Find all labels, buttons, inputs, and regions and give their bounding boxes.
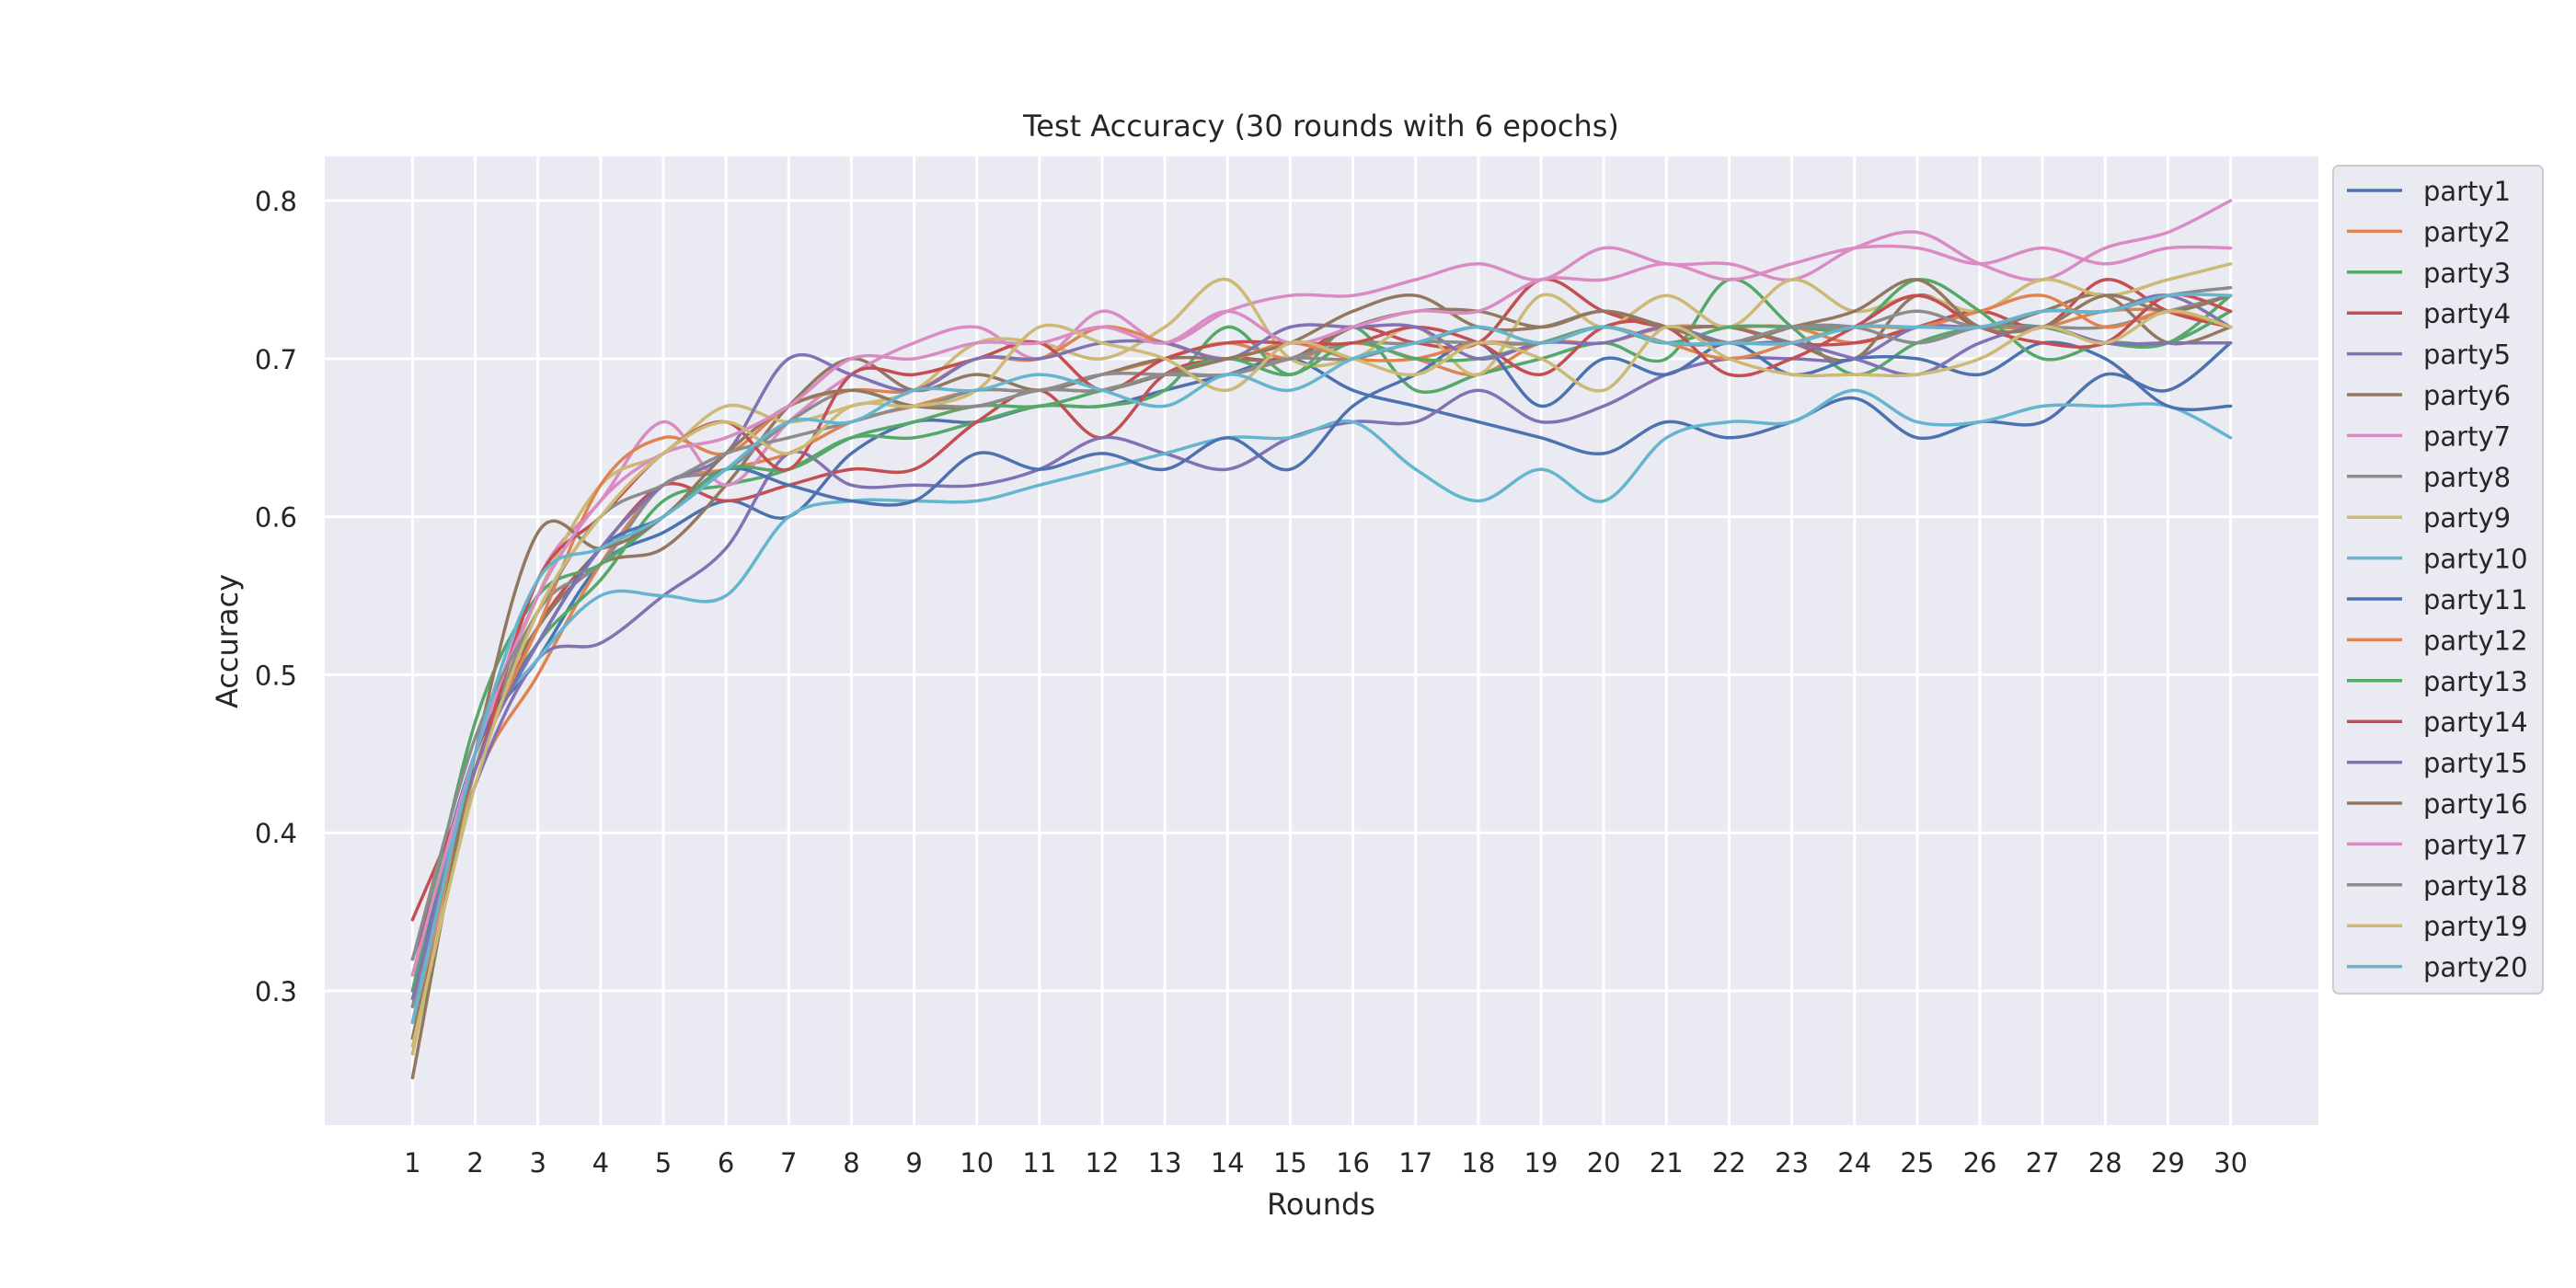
y-tick-label: 0.5 [255, 660, 297, 691]
x-tick-label: 19 [1524, 1147, 1558, 1179]
legend-frame [2332, 165, 2544, 995]
legend-label-party4: party4 [2423, 298, 2511, 329]
legend-label-party2: party2 [2423, 216, 2511, 247]
x-axis-label: Rounds [1267, 1187, 1375, 1222]
x-tick-label: 14 [1211, 1147, 1245, 1179]
y-tick-labels: 0.3 0.4 0.5 0.6 0.7 0.8 [255, 186, 297, 1007]
x-tick-label: 11 [1022, 1147, 1056, 1179]
x-tick-label: 6 [718, 1147, 734, 1179]
x-tick-label: 1 [404, 1147, 420, 1179]
legend-label-party15: party15 [2423, 748, 2528, 779]
x-tick-label: 9 [905, 1147, 922, 1179]
x-tick-label: 10 [960, 1147, 994, 1179]
x-tick-label: 30 [2214, 1147, 2248, 1179]
x-tick-label: 25 [1900, 1147, 1934, 1179]
legend-label-party19: party19 [2423, 911, 2528, 942]
plot-background [325, 156, 2318, 1125]
series-line-party17 [410, 244, 2233, 977]
legend-label-party6: party6 [2423, 380, 2511, 411]
legend-label-party14: party14 [2423, 707, 2528, 738]
series-line-party7 [410, 199, 2233, 1025]
x-tick-label: 24 [1837, 1147, 1871, 1179]
legend-label-party3: party3 [2423, 258, 2511, 289]
x-tick-label: 13 [1148, 1147, 1182, 1179]
y-tick-label: 0.6 [255, 502, 297, 534]
legend-label-party8: party8 [2423, 462, 2511, 493]
grid-lines [325, 156, 2318, 1125]
x-tick-label: 8 [843, 1147, 859, 1179]
y-tick-label: 0.4 [255, 818, 297, 849]
series-line-party20 [410, 293, 2233, 1025]
x-tick-label: 20 [1587, 1147, 1621, 1179]
legend: party1 party2 party3 party4 party5 party6 part… [2332, 165, 2544, 995]
x-tick-label: 16 [1336, 1147, 1370, 1179]
legend-label-party9: party9 [2423, 502, 2511, 534]
legend-label-party10: party10 [2423, 544, 2528, 575]
x-tick-label: 15 [1273, 1147, 1307, 1179]
x-tick-label: 3 [529, 1147, 546, 1179]
x-tick-label: 5 [655, 1147, 672, 1179]
x-tick-label: 22 [1712, 1147, 1746, 1179]
x-tick-label: 4 [592, 1147, 609, 1179]
x-tick-label: 26 [1963, 1147, 1997, 1179]
x-tick-label: 2 [466, 1147, 483, 1179]
y-axis-label: Accuracy [210, 574, 245, 708]
legend-label-party11: party11 [2423, 584, 2528, 615]
series-line-party18 [410, 285, 2233, 961]
legend-label-party18: party18 [2423, 870, 2528, 902]
x-tick-label: 18 [1461, 1147, 1495, 1179]
x-tick-label: 23 [1775, 1147, 1809, 1179]
x-tick-label: 28 [2088, 1147, 2122, 1179]
x-tick-labels: 1 2 3 4 5 6 7 8 9 10 11 12 13 14 15 16 17 18 19 20 21 22 23 24 2… [404, 1147, 2248, 1179]
chart-title: Test Accuracy (30 rounds with 6 epochs) [1022, 109, 1619, 144]
legend-label-party13: party13 [2423, 666, 2528, 697]
x-tick-label: 17 [1398, 1147, 1432, 1179]
series-line-party19 [410, 309, 2233, 1048]
x-tick-label: 21 [1650, 1147, 1684, 1179]
legend-label-party17: party17 [2423, 829, 2528, 860]
legend-label-party1: party1 [2423, 176, 2511, 207]
legend-label-party16: party16 [2423, 788, 2528, 820]
legend-label-party5: party5 [2423, 339, 2511, 371]
x-tick-label: 7 [780, 1147, 797, 1179]
y-tick-label: 0.8 [255, 186, 297, 217]
x-tick-label: 27 [2026, 1147, 2060, 1179]
x-tick-label: 29 [2151, 1147, 2185, 1179]
y-tick-label: 0.7 [255, 344, 297, 375]
legend-label-party12: party12 [2423, 625, 2528, 656]
y-tick-label: 0.3 [255, 976, 297, 1007]
legend-label-party7: party7 [2423, 420, 2511, 452]
legend-label-party20: party20 [2423, 952, 2528, 983]
series-lines [410, 199, 2233, 1080]
series-line-party16 [410, 278, 2233, 1080]
series-line-party10 [410, 388, 2233, 1025]
x-tick-label: 12 [1086, 1147, 1120, 1179]
